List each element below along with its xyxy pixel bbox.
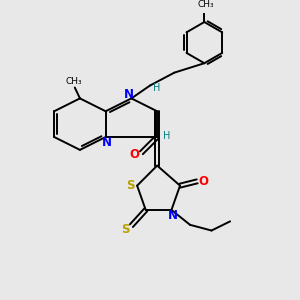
Text: H: H	[163, 130, 170, 141]
Text: O: O	[199, 175, 208, 188]
Text: CH₃: CH₃	[197, 0, 214, 9]
Text: N: N	[124, 88, 134, 100]
Text: S: S	[122, 223, 130, 236]
Text: N: N	[102, 136, 112, 149]
Text: H: H	[153, 83, 160, 93]
Text: CH₃: CH₃	[65, 77, 82, 86]
Text: N: N	[168, 208, 178, 222]
Text: S: S	[127, 179, 135, 192]
Text: O: O	[129, 148, 139, 161]
